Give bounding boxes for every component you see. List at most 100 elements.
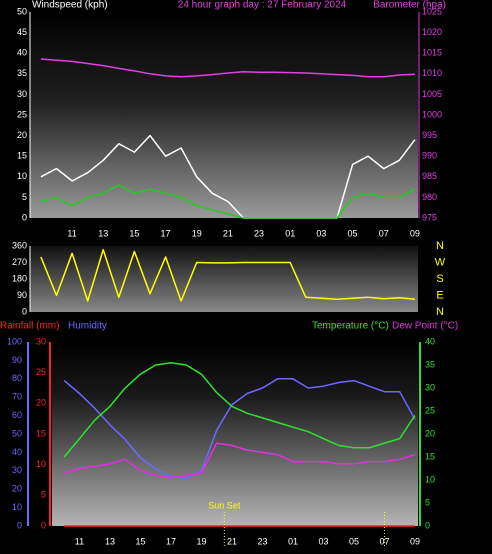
y-tick-label: 45 (17, 27, 27, 37)
x-tick-label: 17 (166, 536, 176, 546)
y-tick-label: 60 (12, 410, 22, 420)
y-tick-label: 5 (22, 192, 27, 202)
y-tick-label: 40 (17, 48, 27, 58)
x-tick-label: 03 (316, 228, 326, 238)
series-label: Temperature (°C) (312, 321, 389, 332)
y-tick-label: 40 (425, 336, 435, 346)
x-tick-label: 05 (349, 536, 359, 546)
series-line (63, 442, 416, 479)
y-tick-label: 0 (22, 212, 27, 222)
x-tick-label: 01 (285, 228, 295, 238)
x-tick-label: 09 (410, 228, 420, 238)
y-tick-label: 50 (17, 6, 27, 16)
y-tick-label: W (435, 256, 446, 268)
y-tick-label: 25 (17, 109, 27, 119)
y-tick-label: 20 (36, 398, 46, 408)
y-tick-label: 360 (12, 240, 27, 250)
series-line (40, 184, 416, 219)
y-tick-label: 5 (41, 490, 46, 500)
y-tick-label: N (436, 306, 444, 318)
y-tick-label: 35 (17, 68, 27, 78)
x-tick-label: 23 (257, 536, 267, 546)
y-tick-label: 0 (17, 520, 22, 530)
y-tick-label: 10 (12, 502, 22, 512)
plot-area (52, 342, 418, 526)
y-tick-label: 15 (36, 428, 46, 438)
y-tick-label: 0 (22, 306, 27, 316)
y-tick-label: 30 (425, 382, 435, 392)
x-tick-label: 03 (318, 536, 328, 546)
y-tick-label: 100 (7, 336, 22, 346)
y-tick-label: 270 (12, 257, 27, 267)
y-tick-label: 1010 (422, 68, 442, 78)
y-tick-label: 15 (17, 151, 27, 161)
y-tick-label: 0 (41, 520, 46, 530)
x-tick-label: 11 (75, 536, 84, 546)
y-tick-label: 25 (425, 405, 435, 415)
series-line (63, 361, 416, 458)
x-tick-label: 15 (135, 536, 145, 546)
y-tick-label: 985 (422, 171, 437, 181)
series-line (63, 378, 416, 479)
y-tick-label: 80 (12, 373, 22, 383)
y-tick-label: 1015 (422, 48, 442, 58)
y-tick-label: 25 (36, 367, 46, 377)
x-tick-label: 13 (98, 228, 108, 238)
series-line (40, 248, 415, 302)
y-axis-title: Windspeed (kph) (32, 0, 108, 11)
x-tick-label: 21 (223, 228, 233, 238)
x-tick-label: 05 (348, 228, 358, 238)
y-tick-label: 30 (12, 465, 22, 475)
y-tick-label: 15 (425, 451, 435, 461)
y-tick-label: 975 (422, 212, 437, 222)
y-tick-label: 30 (17, 89, 27, 99)
y-tick-label: 1005 (422, 89, 442, 99)
y-tick-label: 1020 (422, 27, 442, 37)
y-tick-label: 20 (425, 428, 435, 438)
y-tick-label: 40 (12, 447, 22, 457)
y-tick-label: 20 (12, 484, 22, 494)
x-tick-label: 15 (129, 228, 139, 238)
y-tick-label: 90 (17, 290, 27, 300)
series-label: Barometer (hpa) (373, 0, 446, 11)
y-tick-label: 10 (425, 474, 435, 484)
y-tick-label: 50 (12, 428, 22, 438)
x-tick-label: 13 (105, 536, 115, 546)
x-tick-label: 11 (67, 228, 76, 238)
y-tick-label: 70 (12, 392, 22, 402)
y-tick-label: 10 (17, 171, 27, 181)
series-line (40, 134, 416, 219)
y-tick-label: 5 (425, 497, 430, 507)
y-tick-label: 0 (425, 520, 430, 530)
y-tick-label: 1025 (422, 6, 442, 16)
series-label: Humidity (68, 321, 107, 332)
y-tick-label: 180 (12, 273, 27, 283)
y-tick-label: E (436, 289, 443, 301)
annotation: Sun Set (208, 500, 241, 510)
x-tick-label: 17 (161, 228, 171, 238)
series-label: Dew Point (°C) (392, 321, 458, 332)
y-tick-label: 90 (12, 355, 22, 365)
x-tick-label: 19 (196, 536, 206, 546)
y-tick-label: 995 (422, 130, 437, 140)
series-line (40, 58, 415, 78)
y-tick-label: 990 (422, 151, 437, 161)
y-tick-label: 30 (36, 336, 46, 346)
chart-title: 24 hour graph day : 27 February 2024 (178, 0, 347, 11)
y-tick-label: S (436, 273, 443, 285)
x-tick-label: 01 (288, 536, 298, 546)
y-tick-label: 1000 (422, 109, 442, 119)
y-tick-label: 10 (36, 459, 46, 469)
y-tick-label: 35 (425, 359, 435, 369)
x-tick-label: 07 (379, 228, 389, 238)
y-tick-label: 20 (17, 130, 27, 140)
x-tick-label: 19 (192, 228, 202, 238)
y-tick-label: 980 (422, 192, 437, 202)
x-tick-label: 07 (379, 536, 389, 546)
y-tick-label: N (436, 240, 444, 252)
x-tick-label: 23 (254, 228, 264, 238)
plot-area (30, 246, 418, 312)
series-label: Rainfall (mm) (0, 321, 59, 332)
x-tick-label: 21 (227, 536, 237, 546)
